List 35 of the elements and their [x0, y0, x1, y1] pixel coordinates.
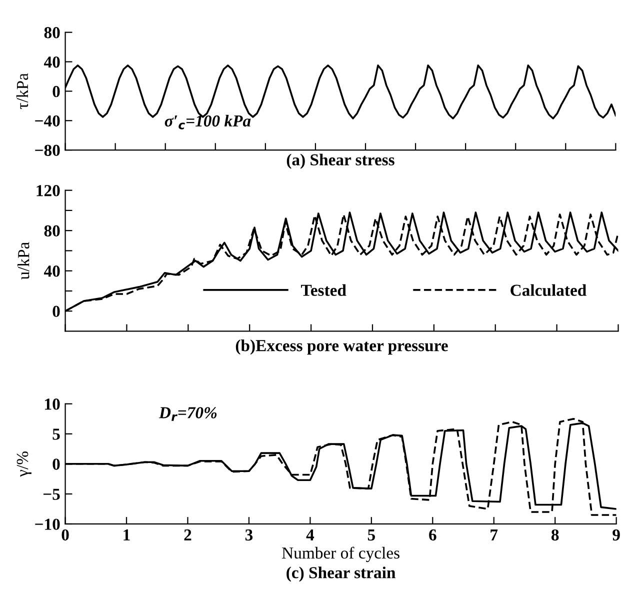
- y-tick-label: 10: [45, 398, 60, 410]
- y-tick-label: 0: [52, 306, 60, 318]
- series-label: Calculated: [510, 284, 586, 296]
- y-tick-label: 0: [52, 86, 60, 98]
- y-tick-label: −10: [35, 518, 60, 530]
- x-tick-label: 4: [306, 529, 314, 540]
- x-axis-title: Number of cycles: [282, 546, 400, 562]
- x-tick-label: 1: [124, 529, 130, 540]
- y-axis-title: γ/%: [16, 452, 32, 477]
- x-tick-label: 3: [245, 529, 253, 541]
- y-axis-title: u/kPa: [18, 242, 30, 280]
- annotation: σ′$_{c}$=100 kPa: [164, 114, 251, 130]
- series-label: Tested: [301, 284, 346, 296]
- x-tick-label: 7: [490, 530, 498, 540]
- y-tick-label: 0: [52, 458, 60, 470]
- y-tick-label: −40: [35, 115, 60, 127]
- x-tick-label: 2: [184, 529, 192, 540]
- y-tick-label: 80: [44, 27, 60, 38]
- y-tick-label: 80: [44, 225, 60, 237]
- text: (c) Shear strain: [286, 566, 396, 582]
- y-tick-label: 120: [36, 185, 60, 196]
- y-tick-label: 40: [44, 56, 60, 68]
- text: (a) Shear stress: [286, 154, 394, 169]
- x-tick-label: 8: [551, 529, 559, 541]
- y-tick-label: −5: [43, 488, 60, 500]
- y-tick-label: 40: [44, 266, 60, 277]
- x-tick-label: 9: [612, 529, 620, 541]
- y-tick-label: 5: [52, 428, 60, 440]
- text: (b)Excess pore water pressure: [236, 340, 448, 355]
- x-tick-label: 6: [429, 529, 436, 541]
- y-axis-title: τ/kPa: [16, 73, 28, 109]
- y-tick-label: −80: [35, 144, 60, 156]
- annotation: D$_{r}$=70%: [158, 407, 217, 421]
- x-tick-label: 5: [368, 530, 375, 541]
- x-tick-label: 0: [62, 529, 69, 541]
